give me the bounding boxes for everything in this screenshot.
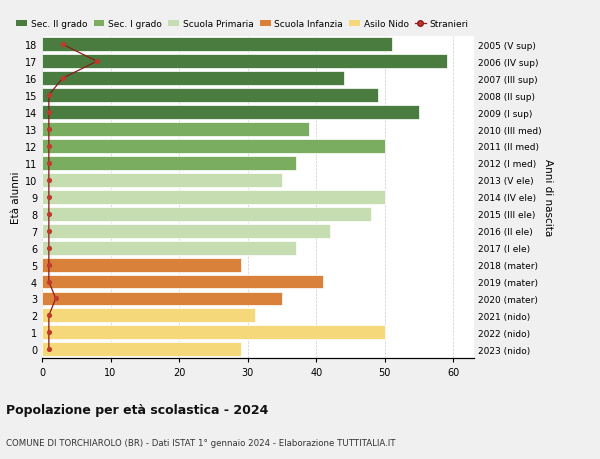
Point [92,58,101,66]
Bar [42,258,241,272]
Point [44,143,53,150]
Bar [42,72,344,86]
Bar [42,123,310,137]
Point [44,261,53,269]
Bar [42,309,254,323]
Text: COMUNE DI TORCHIAROLO (BR) - Dati ISTAT 1° gennaio 2024 - Elaborazione TUTTITALI: COMUNE DI TORCHIAROLO (BR) - Dati ISTAT … [6,438,395,447]
Point [58,75,67,83]
Point [44,211,53,218]
Point [44,278,53,285]
Point [44,194,53,201]
Point [44,126,53,134]
Point [44,245,53,252]
Bar [42,326,385,340]
Bar [42,38,392,52]
Bar [42,292,282,306]
Text: Popolazione per età scolastica - 2024: Popolazione per età scolastica - 2024 [6,403,268,416]
Bar [42,157,296,170]
Point [44,109,53,117]
Bar [42,190,385,204]
Bar [42,55,446,69]
Point [44,177,53,184]
Bar [42,89,378,103]
Bar [42,241,296,255]
Y-axis label: Anni di nascita: Anni di nascita [543,159,553,236]
Bar [42,174,282,187]
Point [51,295,61,302]
Point [44,312,53,319]
Point [44,329,53,336]
Point [58,41,67,49]
Point [44,160,53,167]
Point [44,92,53,100]
Bar [42,224,330,238]
Bar [42,106,419,120]
Point [44,228,53,235]
Bar [42,140,385,154]
Bar [42,342,241,357]
Y-axis label: Età alunni: Età alunni [11,171,20,224]
Bar [42,275,323,289]
Legend: Sec. II grado, Sec. I grado, Scuola Primaria, Scuola Infanzia, Asilo Nido, Stran: Sec. II grado, Sec. I grado, Scuola Prim… [16,20,469,29]
Point [44,346,53,353]
Bar [42,207,371,221]
